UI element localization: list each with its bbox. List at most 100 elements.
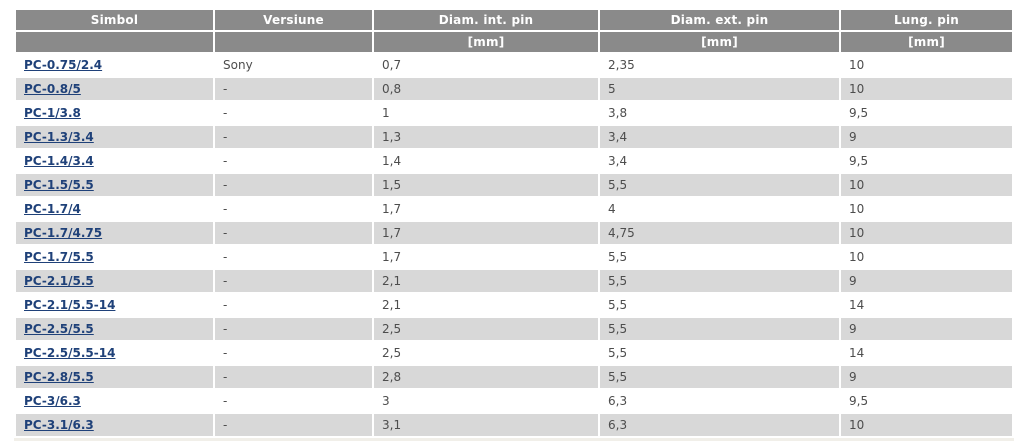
column-header-lung: Lung. pin (841, 10, 1012, 30)
cell-diam-ext: 3,4 (600, 126, 839, 148)
next-row-partial-sliver (14, 438, 1014, 441)
simbol-link[interactable]: PC-2.1/5.5 (24, 274, 94, 288)
cell-lung: 14 (841, 294, 1012, 316)
cell-versiune: - (215, 222, 372, 244)
cell-versiune: - (215, 342, 372, 364)
cell-simbol: PC-1.3/3.4 (16, 126, 213, 148)
cell-diam-int: 1,3 (374, 126, 598, 148)
cell-versiune: Sony (215, 54, 372, 76)
cell-diam-int: 3,1 (374, 414, 598, 436)
cell-diam-ext: 6,3 (600, 414, 839, 436)
cell-lung: 9 (841, 366, 1012, 388)
cell-lung: 10 (841, 414, 1012, 436)
table-body: PC-0.75/2.4 Sony 0,7 2,35 10 PC-0.8/5 - … (16, 54, 1012, 436)
cell-diam-ext: 5 (600, 78, 839, 100)
cell-diam-ext: 3,4 (600, 150, 839, 172)
simbol-link[interactable]: PC-3/6.3 (24, 394, 81, 408)
cell-versiune: - (215, 198, 372, 220)
cell-versiune: - (215, 414, 372, 436)
cell-simbol: PC-1/3.8 (16, 102, 213, 124)
table-row: PC-1.3/3.4 - 1,3 3,4 9 (16, 126, 1012, 148)
cell-lung: 9,5 (841, 390, 1012, 412)
column-header-diam-int: Diam. int. pin (374, 10, 598, 30)
cell-diam-int: 1,4 (374, 150, 598, 172)
cell-diam-ext: 3,8 (600, 102, 839, 124)
cell-diam-int: 2,5 (374, 342, 598, 364)
cell-lung: 10 (841, 246, 1012, 268)
cell-simbol: PC-0.75/2.4 (16, 54, 213, 76)
simbol-link[interactable]: PC-2.5/5.5-14 (24, 346, 116, 360)
cell-lung: 14 (841, 342, 1012, 364)
column-unit-lung: [mm] (841, 32, 1012, 52)
cell-simbol: PC-1.4/3.4 (16, 150, 213, 172)
cell-diam-int: 2,1 (374, 294, 598, 316)
cell-diam-ext: 6,3 (600, 390, 839, 412)
cell-versiune: - (215, 390, 372, 412)
cell-simbol: PC-3.1/6.3 (16, 414, 213, 436)
cell-simbol: PC-2.1/5.5 (16, 270, 213, 292)
cell-versiune: - (215, 318, 372, 340)
cell-simbol: PC-2.8/5.5 (16, 366, 213, 388)
cell-diam-ext: 4,75 (600, 222, 839, 244)
pin-spec-table: Simbol Versiune Diam. int. pin Diam. ext… (14, 8, 1014, 438)
simbol-link[interactable]: PC-1.5/5.5 (24, 178, 94, 192)
simbol-link[interactable]: PC-1/3.8 (24, 106, 81, 120)
cell-diam-ext: 5,5 (600, 366, 839, 388)
cell-diam-int: 1,7 (374, 198, 598, 220)
column-unit-diam-ext: [mm] (600, 32, 839, 52)
simbol-link[interactable]: PC-3.1/6.3 (24, 418, 94, 432)
table-row: PC-1.5/5.5 - 1,5 5,5 10 (16, 174, 1012, 196)
simbol-link[interactable]: PC-1.7/4 (24, 202, 81, 216)
cell-versiune: - (215, 78, 372, 100)
simbol-link[interactable]: PC-2.5/5.5 (24, 322, 94, 336)
cell-diam-int: 0,8 (374, 78, 598, 100)
simbol-link[interactable]: PC-0.8/5 (24, 82, 81, 96)
column-header-diam-ext: Diam. ext. pin (600, 10, 839, 30)
cell-diam-int: 1,7 (374, 246, 598, 268)
cell-simbol: PC-0.8/5 (16, 78, 213, 100)
simbol-link[interactable]: PC-2.8/5.5 (24, 370, 94, 384)
cell-versiune: - (215, 126, 372, 148)
simbol-link[interactable]: PC-1.7/4.75 (24, 226, 103, 240)
cell-simbol: PC-3/6.3 (16, 390, 213, 412)
simbol-link[interactable]: PC-1.4/3.4 (24, 154, 94, 168)
cell-diam-ext: 5,5 (600, 318, 839, 340)
column-unit-diam-int: [mm] (374, 32, 598, 52)
table-row: PC-1.7/5.5 - 1,7 5,5 10 (16, 246, 1012, 268)
cell-diam-ext: 4 (600, 198, 839, 220)
column-unit-simbol (16, 32, 213, 52)
header-row-units: [mm] [mm] [mm] (16, 32, 1012, 52)
cell-diam-int: 3 (374, 390, 598, 412)
cell-diam-int: 1 (374, 102, 598, 124)
simbol-link[interactable]: PC-0.75/2.4 (24, 58, 103, 72)
cell-diam-int: 2,1 (374, 270, 598, 292)
cell-simbol: PC-1.7/4.75 (16, 222, 213, 244)
cell-lung: 10 (841, 198, 1012, 220)
table-row: PC-1.4/3.4 - 1,4 3,4 9,5 (16, 150, 1012, 172)
cell-simbol: PC-2.5/5.5 (16, 318, 213, 340)
cell-versiune: - (215, 270, 372, 292)
table-row: PC-0.8/5 - 0,8 5 10 (16, 78, 1012, 100)
table-row: PC-2.1/5.5-14 - 2,1 5,5 14 (16, 294, 1012, 316)
cell-lung: 9 (841, 318, 1012, 340)
cell-versiune: - (215, 366, 372, 388)
header-row-labels: Simbol Versiune Diam. int. pin Diam. ext… (16, 10, 1012, 30)
cell-lung: 9 (841, 270, 1012, 292)
cell-lung: 9 (841, 126, 1012, 148)
simbol-link[interactable]: PC-1.7/5.5 (24, 250, 94, 264)
simbol-link[interactable]: PC-1.3/3.4 (24, 130, 94, 144)
column-header-simbol: Simbol (16, 10, 213, 30)
table-row: PC-2.5/5.5-14 - 2,5 5,5 14 (16, 342, 1012, 364)
table-row: PC-1/3.8 - 1 3,8 9,5 (16, 102, 1012, 124)
cell-lung: 9,5 (841, 150, 1012, 172)
cell-versiune: - (215, 150, 372, 172)
cell-diam-int: 1,7 (374, 222, 598, 244)
cell-lung: 10 (841, 222, 1012, 244)
cell-diam-ext: 5,5 (600, 246, 839, 268)
cell-diam-ext: 5,5 (600, 294, 839, 316)
simbol-link[interactable]: PC-2.1/5.5-14 (24, 298, 116, 312)
table-row: PC-2.5/5.5 - 2,5 5,5 9 (16, 318, 1012, 340)
cell-simbol: PC-1.7/5.5 (16, 246, 213, 268)
cell-diam-int: 1,5 (374, 174, 598, 196)
